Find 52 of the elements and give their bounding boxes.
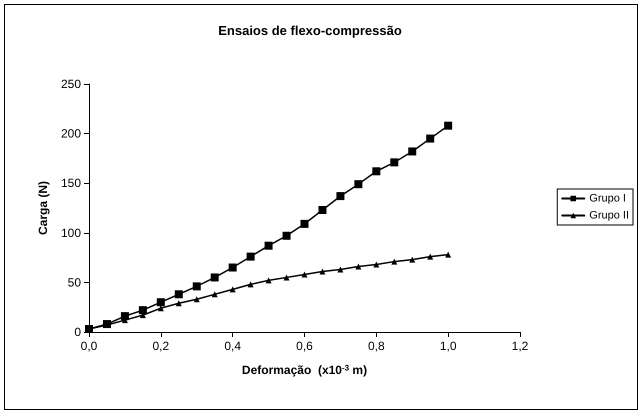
y-tick-label: 100 bbox=[60, 226, 82, 240]
point bbox=[284, 274, 290, 280]
point bbox=[194, 296, 200, 302]
point bbox=[230, 286, 236, 292]
point bbox=[390, 158, 398, 166]
point bbox=[156, 298, 165, 306]
x-tick-label: 1,0 bbox=[440, 339, 457, 353]
point bbox=[210, 273, 219, 282]
point bbox=[302, 271, 308, 278]
legend-label: Grupo II bbox=[589, 210, 630, 222]
point bbox=[336, 192, 344, 200]
x-tick-label: 1,2 bbox=[512, 339, 529, 353]
point bbox=[373, 262, 380, 268]
y-tick-label: 150 bbox=[60, 176, 82, 190]
x-tick-label: 0,8 bbox=[368, 339, 385, 353]
point bbox=[372, 167, 380, 176]
point bbox=[246, 252, 255, 261]
x-tick-label: 0,6 bbox=[296, 339, 314, 353]
point bbox=[427, 254, 434, 260]
point bbox=[192, 282, 201, 290]
point bbox=[337, 266, 344, 273]
point bbox=[266, 277, 272, 284]
point bbox=[228, 264, 237, 272]
y-tick-label: 250 bbox=[60, 77, 82, 91]
point bbox=[248, 281, 254, 288]
legend-label: Grupo I bbox=[589, 192, 626, 204]
y-tick-label: 200 bbox=[60, 126, 82, 141]
point bbox=[120, 312, 129, 320]
x-tick-label: 0,0 bbox=[80, 339, 98, 353]
point bbox=[409, 256, 416, 263]
x-tick-label: 0,4 bbox=[224, 339, 242, 353]
point bbox=[445, 252, 452, 258]
point bbox=[264, 242, 273, 250]
point bbox=[444, 122, 452, 130]
point bbox=[391, 258, 398, 265]
y-axis-title: Carga (N) bbox=[36, 180, 50, 236]
point bbox=[318, 206, 326, 214]
point bbox=[355, 264, 362, 270]
point bbox=[300, 220, 308, 228]
point bbox=[354, 180, 362, 188]
x-tick-label: 0,2 bbox=[152, 339, 170, 353]
point bbox=[319, 268, 326, 274]
point bbox=[138, 306, 147, 314]
chart-title: Ensaios de flexo-compressão bbox=[218, 23, 402, 38]
point bbox=[174, 290, 183, 298]
y-tick-label: 50 bbox=[68, 275, 82, 290]
y-tick-label: 0 bbox=[74, 325, 82, 339]
point bbox=[282, 232, 291, 240]
point bbox=[212, 291, 218, 298]
point bbox=[176, 300, 182, 306]
point bbox=[408, 147, 416, 156]
point bbox=[426, 134, 434, 143]
